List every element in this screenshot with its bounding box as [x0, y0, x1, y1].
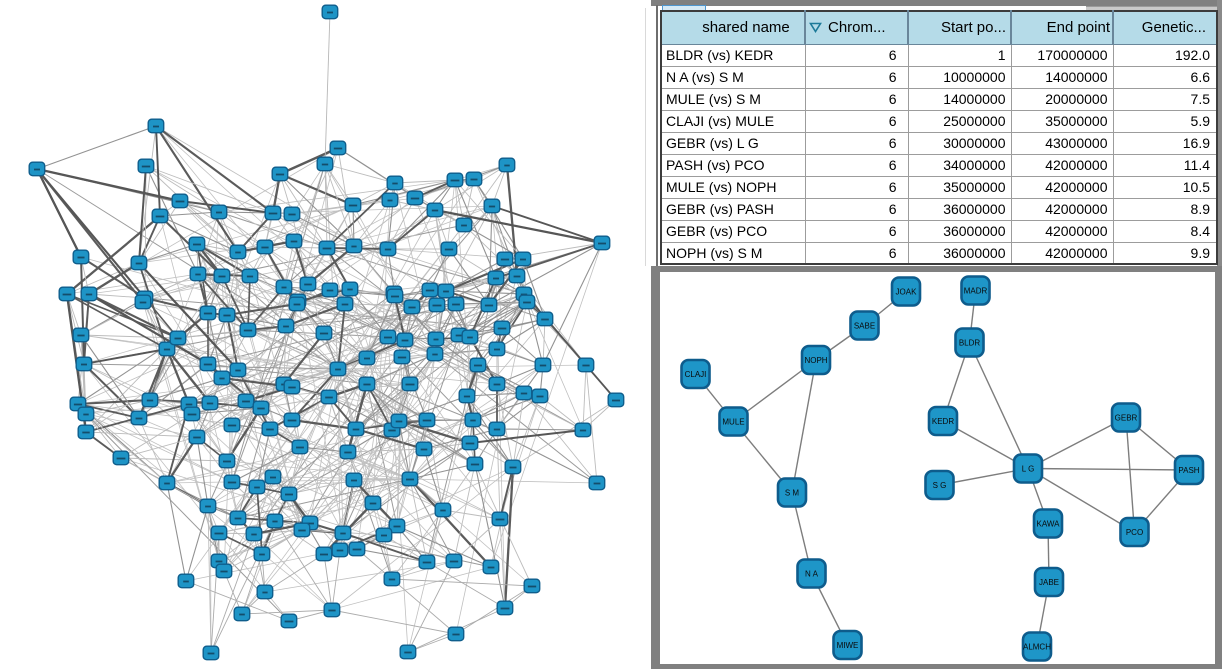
svg-text:JABE: JABE [1039, 578, 1059, 587]
svg-text:ALMCH: ALMCH [1023, 642, 1051, 651]
svg-text:MIWE: MIWE [837, 641, 859, 650]
svg-text:CLAJI: CLAJI [685, 370, 707, 379]
svg-text:KEDR: KEDR [932, 417, 954, 426]
svg-text:PASH: PASH [1178, 466, 1199, 475]
svg-text:N A: N A [805, 569, 819, 578]
svg-text:S M: S M [785, 488, 800, 497]
svg-text:S G: S G [933, 481, 947, 490]
svg-text:SABE: SABE [854, 321, 875, 330]
svg-text:PCO: PCO [1126, 528, 1143, 537]
svg-text:MULE: MULE [722, 417, 744, 426]
svg-text:KAWA: KAWA [1037, 519, 1061, 528]
svg-text:JOAK: JOAK [896, 287, 918, 296]
svg-text:BLDR: BLDR [959, 338, 981, 347]
svg-text:MADR: MADR [964, 286, 988, 295]
svg-text:L G: L G [1022, 464, 1035, 473]
svg-text:GEBR: GEBR [1115, 413, 1138, 422]
svg-text:NOPH: NOPH [804, 356, 827, 365]
